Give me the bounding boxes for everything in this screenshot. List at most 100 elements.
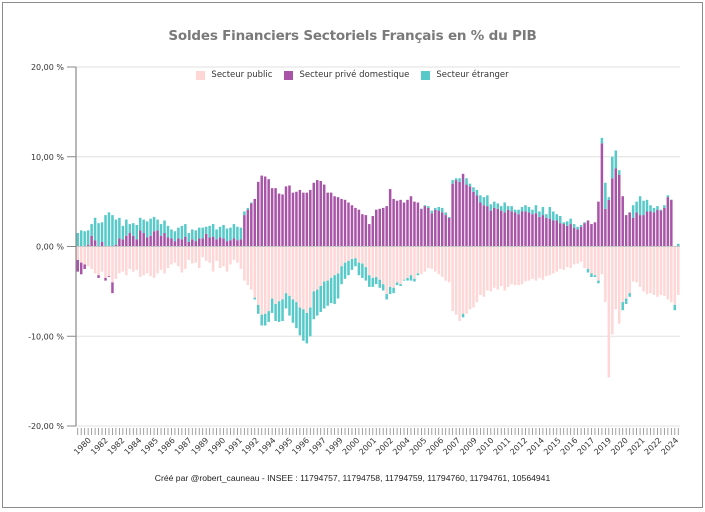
bar-foreign [656, 206, 659, 210]
bar-public [631, 246, 635, 282]
bar-private [548, 218, 552, 247]
bar-foreign [267, 311, 270, 322]
bar-private [152, 231, 156, 247]
bar-private [340, 198, 343, 247]
bar-foreign [312, 291, 316, 320]
bar-private [493, 207, 496, 247]
bar-private [270, 188, 274, 247]
bar-foreign [434, 207, 437, 210]
bar-foreign [552, 211, 555, 221]
bar-private [388, 189, 392, 247]
bar-public [385, 246, 388, 295]
bar-private [406, 199, 409, 247]
bar-foreign [402, 279, 406, 281]
bar-foreign [642, 200, 645, 216]
bar-foreign [399, 284, 402, 286]
bar-public [125, 246, 128, 276]
bar-foreign [354, 258, 357, 267]
bar-public [670, 246, 673, 303]
bar-foreign [253, 297, 257, 300]
bar-private [118, 238, 121, 247]
bar-public [489, 246, 493, 292]
bar-public [503, 246, 506, 291]
bar-public [558, 246, 562, 269]
bar-foreign [409, 275, 413, 281]
bar-public [107, 246, 111, 277]
bar-private [312, 182, 316, 247]
bar-foreign [208, 225, 211, 238]
bar-private [576, 229, 579, 247]
bar-public [538, 246, 541, 278]
bar-private [635, 212, 638, 247]
bar-public [590, 246, 593, 274]
bar-public [513, 246, 517, 286]
bar-public [420, 246, 423, 275]
bar-private [263, 176, 267, 247]
bar-foreign [381, 284, 385, 291]
bar-public [621, 246, 624, 303]
bar-public [76, 246, 79, 260]
legend-swatch-private [284, 70, 294, 80]
bar-private [107, 276, 111, 278]
bar-public [472, 246, 475, 308]
bar-foreign [506, 206, 510, 210]
bar-public [236, 246, 239, 263]
bar-foreign [180, 225, 184, 240]
bar-public [350, 246, 354, 260]
bar-public [361, 246, 364, 264]
x-tick-label: 1990 [206, 436, 227, 457]
bar-public [277, 246, 281, 302]
bar-foreign [388, 286, 392, 295]
bar-public [184, 246, 187, 269]
x-tick-label: 2004 [391, 436, 412, 457]
bar-public [624, 246, 628, 299]
bar-public [510, 246, 513, 285]
bar-public [499, 246, 503, 286]
x-tick-label: 1996 [290, 436, 311, 457]
bar-public [447, 246, 451, 283]
bar-public [256, 246, 260, 305]
bar-public [395, 246, 399, 283]
bar-foreign [440, 207, 444, 213]
bar-foreign [673, 304, 677, 311]
bar-foreign [277, 301, 281, 322]
x-tick-label: 2016 [559, 436, 580, 457]
x-tick-label: 1989 [190, 436, 211, 457]
bar-foreign [274, 303, 277, 321]
bar-public [416, 246, 420, 274]
bar-private [284, 186, 288, 247]
bar-private [503, 212, 506, 247]
bar-foreign [322, 281, 326, 309]
bar-private [531, 214, 534, 247]
bar-public [600, 246, 604, 275]
bar-public [381, 246, 385, 285]
legend-item-private[interactable]: Secteur privé domestique [284, 70, 409, 80]
bar-private [663, 207, 666, 247]
legend-item-foreign[interactable]: Secteur étranger [421, 70, 509, 80]
bar-private [468, 186, 472, 247]
legend-item-public[interactable]: Secteur public [196, 70, 272, 80]
bar-foreign [284, 293, 288, 309]
bar-foreign [291, 299, 295, 323]
x-tick-label: 2001 [357, 436, 378, 457]
bar-private [527, 212, 531, 247]
bar-foreign [142, 219, 145, 234]
bar-foreign [461, 313, 465, 318]
bar-public [579, 246, 583, 262]
bar-public [201, 246, 204, 258]
bar-foreign [364, 267, 368, 281]
bar-public [326, 246, 329, 281]
bar-foreign [177, 227, 180, 239]
chart-title: Soldes Financiers Sectoriels Français en… [168, 28, 537, 44]
bar-foreign [281, 299, 284, 321]
bar-foreign [316, 289, 319, 316]
bar-foreign [475, 189, 479, 196]
bar-foreign [156, 219, 159, 231]
bar-public [465, 246, 468, 314]
bar-private [316, 180, 319, 247]
bar-private [305, 192, 309, 247]
bar-foreign [628, 293, 631, 297]
bar-foreign [111, 215, 114, 247]
bar-private [211, 236, 215, 247]
bar-foreign [451, 180, 454, 184]
